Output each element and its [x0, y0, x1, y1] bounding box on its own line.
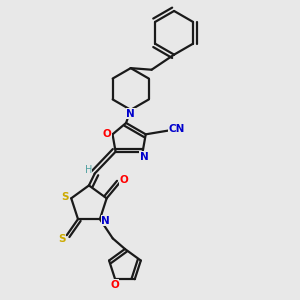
Text: O: O: [120, 175, 129, 185]
Text: O: O: [110, 280, 119, 290]
Text: H: H: [85, 165, 92, 175]
Text: O: O: [102, 129, 111, 139]
Text: S: S: [58, 234, 65, 244]
Text: N: N: [126, 109, 135, 119]
Text: N: N: [140, 152, 148, 161]
Text: S: S: [61, 192, 69, 202]
Text: N: N: [101, 216, 110, 226]
Text: CN: CN: [169, 124, 185, 134]
